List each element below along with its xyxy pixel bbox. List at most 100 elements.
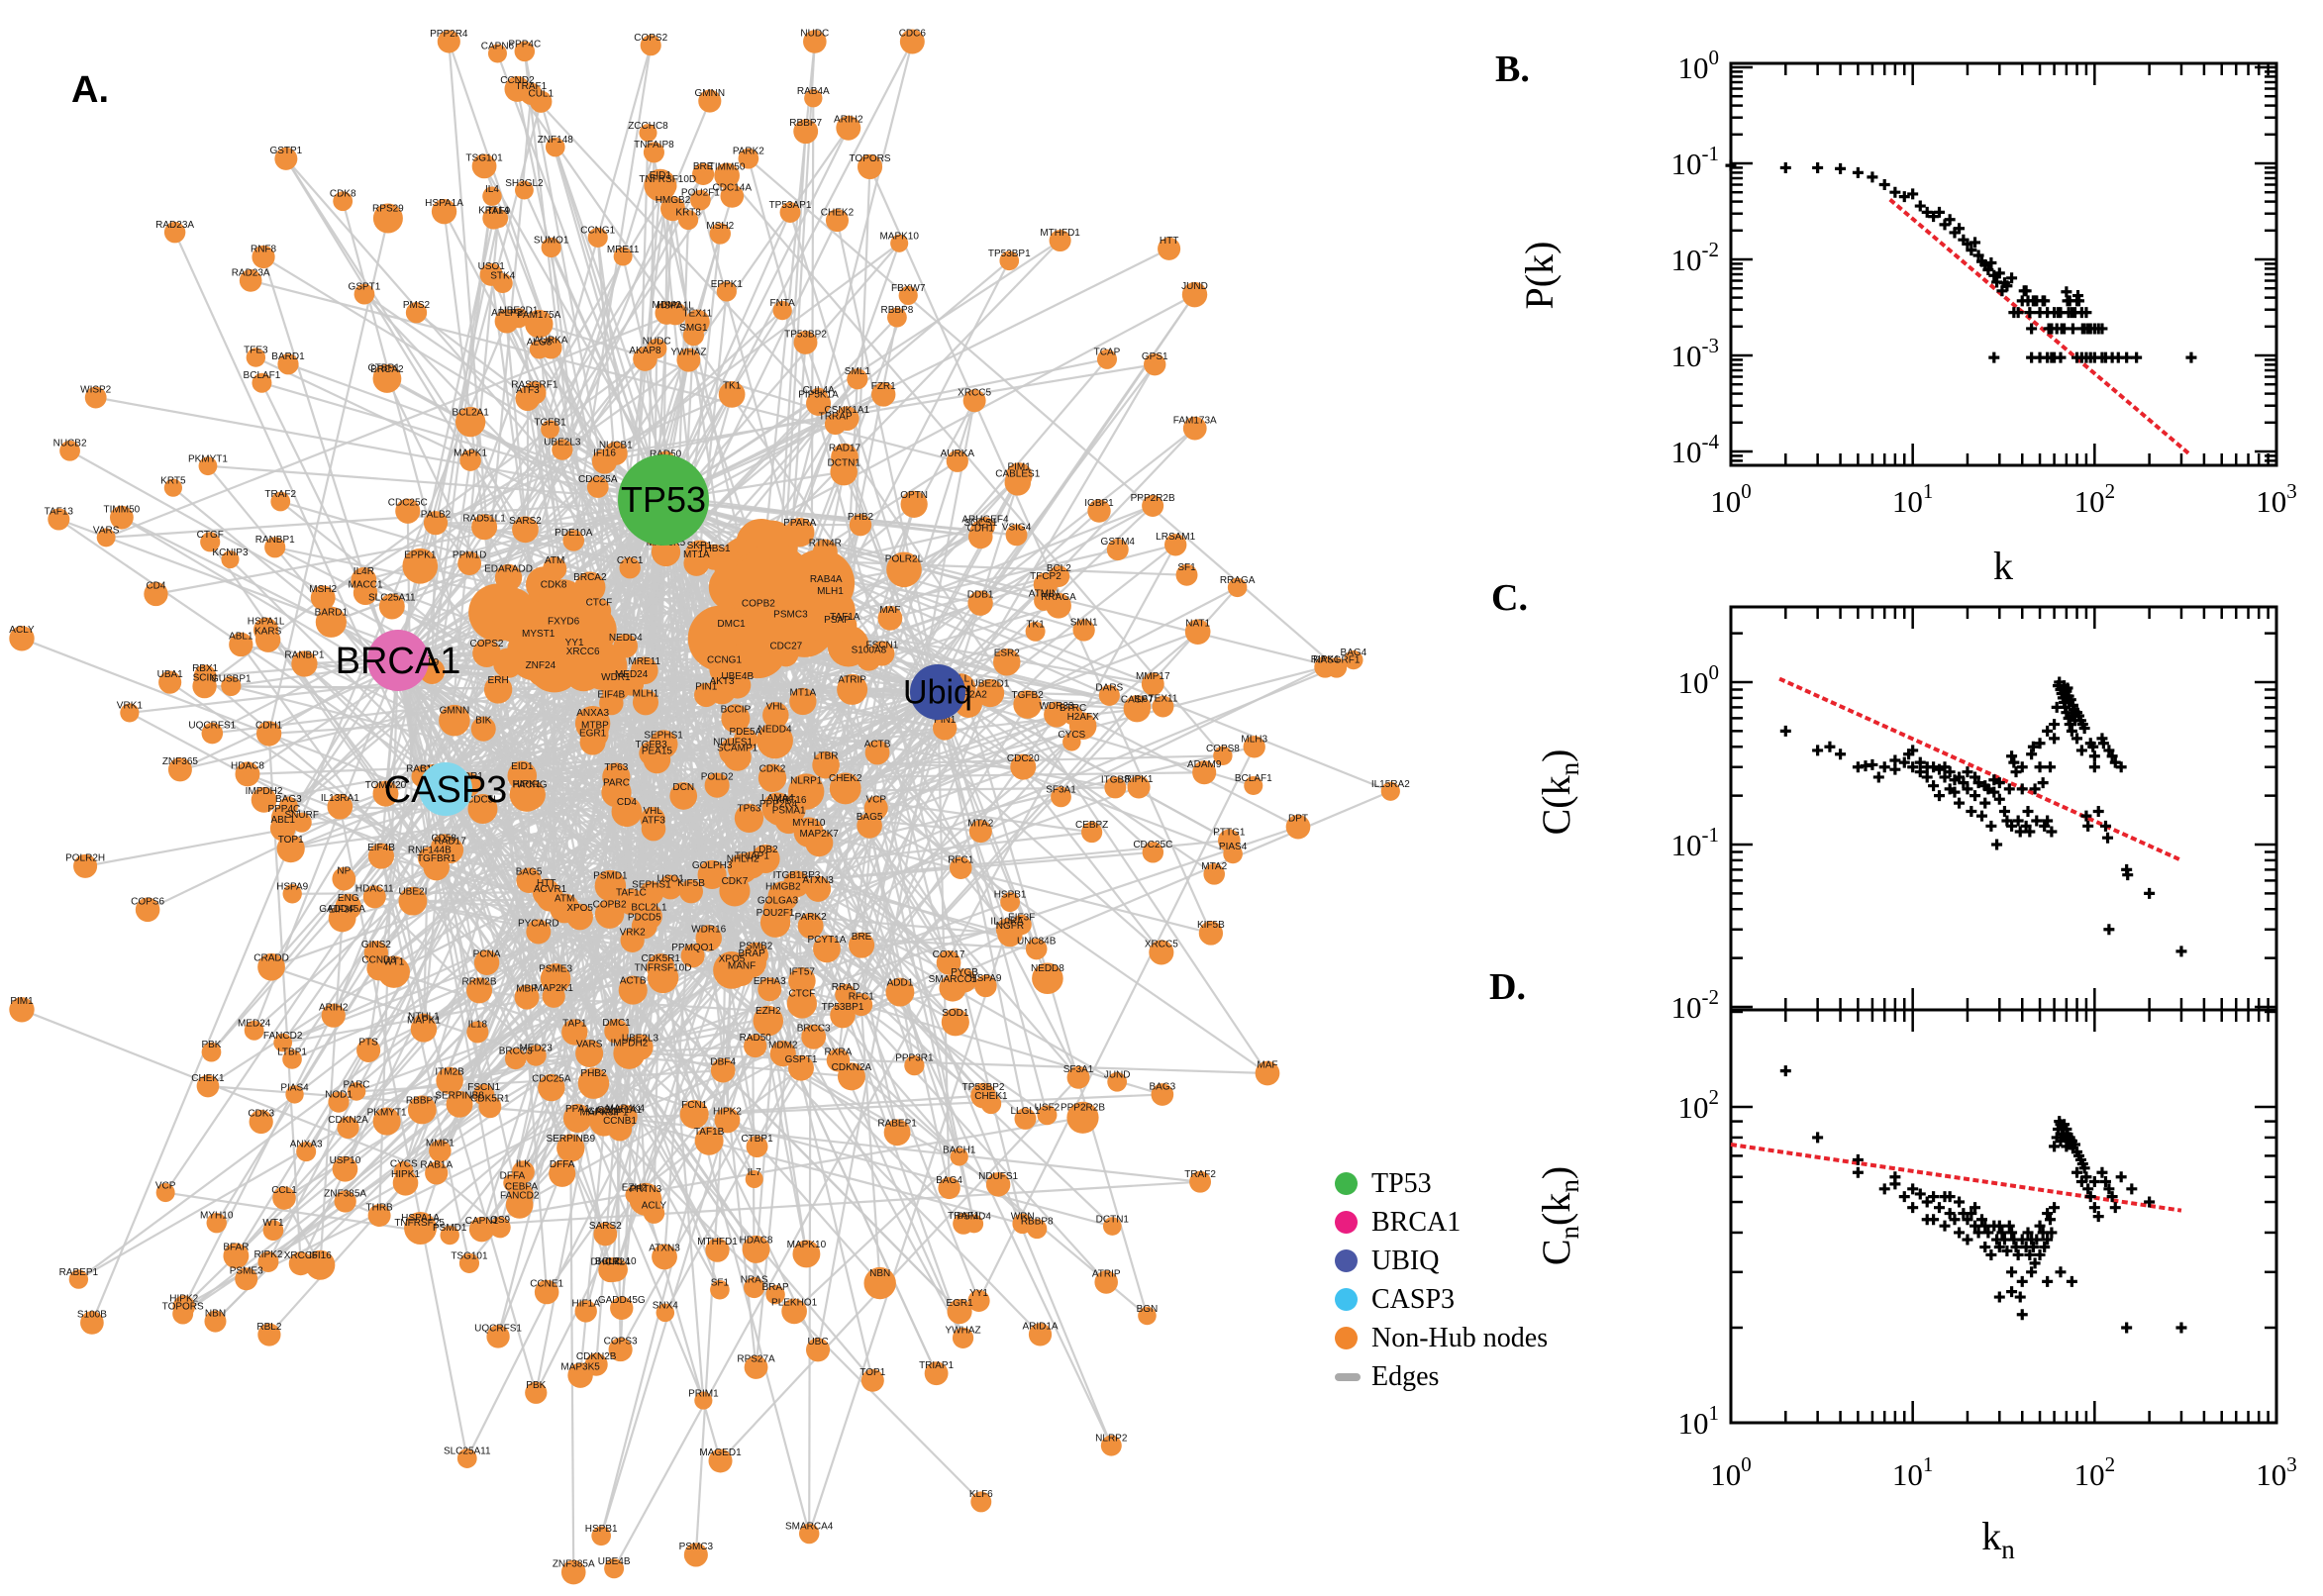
gene-node-label: PSME3 xyxy=(539,964,572,975)
legend-item-label: Edges xyxy=(1371,1360,1440,1392)
gene-node-label: SMG1 xyxy=(679,323,708,334)
gene-node-label: CHEK2 xyxy=(821,207,855,218)
gene-node-label: S100B xyxy=(77,1310,107,1321)
network-legend: TP53 BRCA1 UBIQ CASP3 Non-Hub nodes Edges xyxy=(1335,1164,1548,1396)
gene-node-label: CCNE1 xyxy=(530,1278,563,1289)
gene-node-label: CTGF xyxy=(197,530,224,541)
gene-node-label: HMGB2 xyxy=(656,195,691,206)
gene-node-label: PLEKHO1 xyxy=(771,1298,818,1309)
legend-node-swatch xyxy=(1335,1327,1358,1349)
gene-node-label: VCP xyxy=(155,1180,176,1191)
gene-node-label: POU2F1 xyxy=(681,187,720,198)
legend-node-swatch xyxy=(1335,1211,1358,1234)
gene-node-label: SF1 xyxy=(1177,562,1196,573)
gene-node-label: TEX11 xyxy=(682,308,712,319)
gene-node-label: PPP2R4 xyxy=(759,799,798,810)
gene-node-label: BIK xyxy=(475,716,491,727)
gene-node-label: HTT xyxy=(537,878,556,889)
gene-node-label: YWHAZ xyxy=(945,1326,980,1337)
gene-node-label: PDE10A xyxy=(555,528,593,539)
gene-node-label: ZCCHC8 xyxy=(628,121,668,132)
gene-node-label: EID1 xyxy=(650,170,672,181)
gene-node-label: PPA1 xyxy=(565,1104,590,1115)
power-law-fit-line xyxy=(1888,198,2190,455)
gene-node-label: FSCN1 xyxy=(865,640,898,650)
gene-node-label: VHL xyxy=(766,701,786,712)
gene-node-label: TP53AP1 xyxy=(769,200,812,211)
gene-node-label: NUDC xyxy=(800,29,829,40)
gene-node-label: XPO5 xyxy=(719,953,746,964)
gene-node-label: PSMA1 xyxy=(772,805,806,816)
gene-node-label: TP53BP2 xyxy=(962,1082,1005,1093)
gene-node-label: SEPHS1 xyxy=(632,880,671,891)
gene-node-label: NRAS xyxy=(741,1275,768,1286)
gene-node-label: CDC20 xyxy=(1007,753,1040,764)
gene-node-label: MTHFD1 xyxy=(697,1237,738,1247)
gene-node-label: TOP1 xyxy=(859,1367,885,1378)
tick-label-10e2: 102 xyxy=(2074,1452,2116,1492)
gene-node-label: CD4 xyxy=(617,797,637,808)
gene-node-label: NHLH2 xyxy=(727,853,759,864)
gene-node-label: CHEK1 xyxy=(191,1073,225,1084)
gene-node-label: NUDC xyxy=(643,336,671,347)
gene-node-label: MAF xyxy=(1257,1059,1277,1070)
gene-node-label: RASGRF1 xyxy=(1313,655,1361,666)
gene-node-label: MTA2 xyxy=(967,818,993,829)
gene-node-label: TRRAP xyxy=(819,412,853,423)
gene-node-label: PIAS4 xyxy=(280,1082,309,1093)
gene-node-label: BARD1 xyxy=(315,607,349,618)
gene-node-label: RAB1A xyxy=(420,1160,453,1171)
gene-node-label: HSPA9 xyxy=(969,973,1001,984)
gene-node-label: FXYD6 xyxy=(548,616,580,627)
gene-node-label: XRCC6 xyxy=(566,647,600,657)
gene-node-label: PSMD1 xyxy=(593,871,628,882)
gene-node-label: RBX1 xyxy=(192,663,219,674)
gene-node-label: WDR33 xyxy=(1039,701,1073,712)
gene-node-label: LDB2 xyxy=(754,845,778,855)
plot-b: 100 10-1 10-2 10-3 10-4 100 101 102 103 k P(k) xyxy=(1517,46,2297,588)
gene-node-label: NBN xyxy=(869,1268,890,1279)
gene-node-label: MYH10 xyxy=(200,1211,234,1222)
gene-node-label: TP53BP2 xyxy=(784,330,827,341)
gene-node-label: TP53BP1 xyxy=(988,249,1031,259)
gene-node-label: SLC25A11 xyxy=(444,1446,491,1457)
gene-node-label: DARS xyxy=(1095,683,1123,694)
gene-node-label: IL15RA2 xyxy=(1371,779,1410,790)
hub-node-tp53 xyxy=(618,454,709,546)
gene-node-label: RBBP7 xyxy=(789,118,822,129)
gene-node-label: COPS3 xyxy=(604,1337,638,1347)
legend-node-swatch xyxy=(1335,1249,1358,1272)
gene-node-label: CDH1 xyxy=(255,720,283,731)
gene-node-label: GPS1 xyxy=(1142,351,1168,362)
gene-node-label: KRT14 xyxy=(478,205,509,216)
gene-node-label: TRIAP1 xyxy=(919,1360,954,1371)
gene-node-label: PIAS4 xyxy=(1219,842,1248,852)
gene-node-label: COPS2 xyxy=(470,639,504,649)
gene-node-label: MT1A xyxy=(790,687,817,698)
gene-node-label: RAD23A xyxy=(155,220,194,231)
gene-node-label: DBF4 xyxy=(710,1057,736,1068)
gene-node-label: TAF9 xyxy=(486,206,510,217)
gene-node-label: NTHL1 xyxy=(408,1011,440,1022)
gene-node-label: GOLPH3 xyxy=(692,860,733,871)
gene-node-label: PPP2R2B xyxy=(1060,1103,1105,1114)
gene-node-label: KARS xyxy=(254,626,282,637)
hub-label-ubiq: Ubiq xyxy=(903,674,972,712)
gene-node-label: CHEK1 xyxy=(974,1091,1008,1102)
gene-node-label: PKMYT1 xyxy=(188,453,228,464)
gene-node-label: CDH1 xyxy=(967,523,995,534)
gene-node-label: CDK8 xyxy=(541,579,567,590)
gene-node-label: MAPK10 xyxy=(787,1240,827,1250)
gene-node-label: COPS6 xyxy=(131,896,164,907)
gene-node-label: RRAGA xyxy=(1220,575,1256,586)
gene-node-label: CUL4A xyxy=(803,385,836,396)
gene-node-label: GTF2A2 xyxy=(950,690,987,701)
gene-node-label: EIF4B xyxy=(367,843,395,853)
gene-node-label: DHCR24 xyxy=(590,1256,630,1267)
scatter-points xyxy=(1779,1065,2187,1334)
gene-node-label: CYCS xyxy=(1058,730,1085,741)
gene-node-label: OS9 xyxy=(490,1215,510,1226)
gene-node-label: EIF3F xyxy=(1008,912,1035,923)
gene-node-label: KCNIP3 xyxy=(212,548,249,558)
